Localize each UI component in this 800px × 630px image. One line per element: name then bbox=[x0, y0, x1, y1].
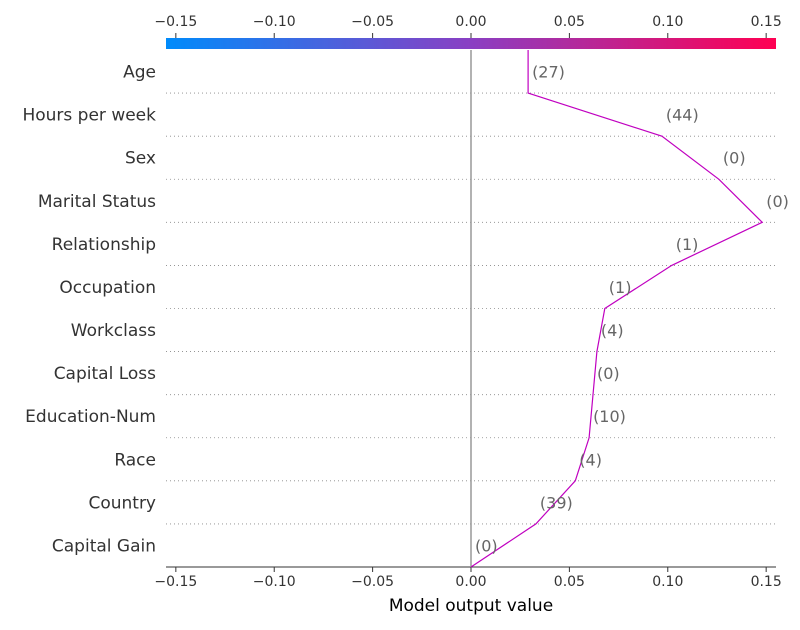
bottom-tick-label: −0.15 bbox=[154, 574, 197, 590]
feature-value-label: (0) bbox=[475, 536, 498, 555]
decision-path bbox=[470, 50, 764, 568]
top-tick-label: −0.15 bbox=[154, 14, 197, 30]
feature-label: Marital Status bbox=[38, 192, 156, 212]
bottom-tick-label: 0.00 bbox=[455, 574, 486, 590]
top-tick-label: −0.10 bbox=[253, 14, 296, 30]
feature-label: Country bbox=[88, 493, 156, 513]
feature-value-label: (10) bbox=[593, 407, 626, 426]
top-tick-label: −0.05 bbox=[351, 14, 394, 30]
feature-value-label: (44) bbox=[666, 106, 699, 125]
feature-label: Relationship bbox=[52, 235, 156, 255]
bottom-tick-label: −0.10 bbox=[253, 574, 296, 590]
feature-label: Workclass bbox=[71, 321, 156, 341]
feature-value-label: (27) bbox=[532, 63, 565, 82]
top-tick-label: 0.10 bbox=[652, 14, 683, 30]
bottom-tick-label: 0.10 bbox=[652, 574, 683, 590]
feature-label: Age bbox=[123, 63, 156, 83]
feature-value-label: (0) bbox=[723, 149, 746, 168]
feature-label: Capital Gain bbox=[52, 536, 156, 556]
feature-label: Occupation bbox=[59, 278, 156, 298]
colorbar bbox=[166, 38, 776, 49]
bottom-tick-label: 0.15 bbox=[751, 574, 782, 590]
feature-value-label: (39) bbox=[540, 493, 573, 512]
feature-label: Sex bbox=[125, 149, 156, 169]
feature-value-label: (0) bbox=[766, 192, 789, 211]
top-tick-label: 0.05 bbox=[554, 14, 585, 30]
bottom-axis: −0.15 −0.10 −0.05 0.00 0.05 0.10 0.15 bbox=[154, 566, 782, 590]
feature-value-label: (4) bbox=[601, 321, 624, 340]
feature-value-label: (1) bbox=[609, 278, 632, 297]
feature-value-label: (4) bbox=[579, 450, 602, 469]
feature-labels: Age Hours per week Sex Marital Status Relati… bbox=[22, 63, 156, 557]
x-axis-title: Model output value bbox=[389, 596, 553, 616]
top-axis: −0.15 −0.10 −0.05 0.00 0.05 0.10 0.15 bbox=[154, 14, 782, 38]
feature-label: Race bbox=[114, 450, 156, 470]
feature-label: Hours per week bbox=[22, 106, 156, 126]
bottom-tick-label: −0.05 bbox=[351, 574, 394, 590]
feature-value-label: (1) bbox=[676, 235, 699, 254]
feature-label: Capital Loss bbox=[54, 364, 156, 384]
feature-label: Education-Num bbox=[25, 407, 156, 427]
top-tick-label: 0.15 bbox=[751, 14, 782, 30]
top-tick-label: 0.00 bbox=[455, 14, 486, 30]
bottom-tick-label: 0.05 bbox=[554, 574, 585, 590]
feature-value-label: (0) bbox=[597, 364, 620, 383]
feature-value-labels: (27) (44) (0) (0) (1) (1) (4) (0) (10) (4) (39) (0) bbox=[475, 63, 789, 556]
